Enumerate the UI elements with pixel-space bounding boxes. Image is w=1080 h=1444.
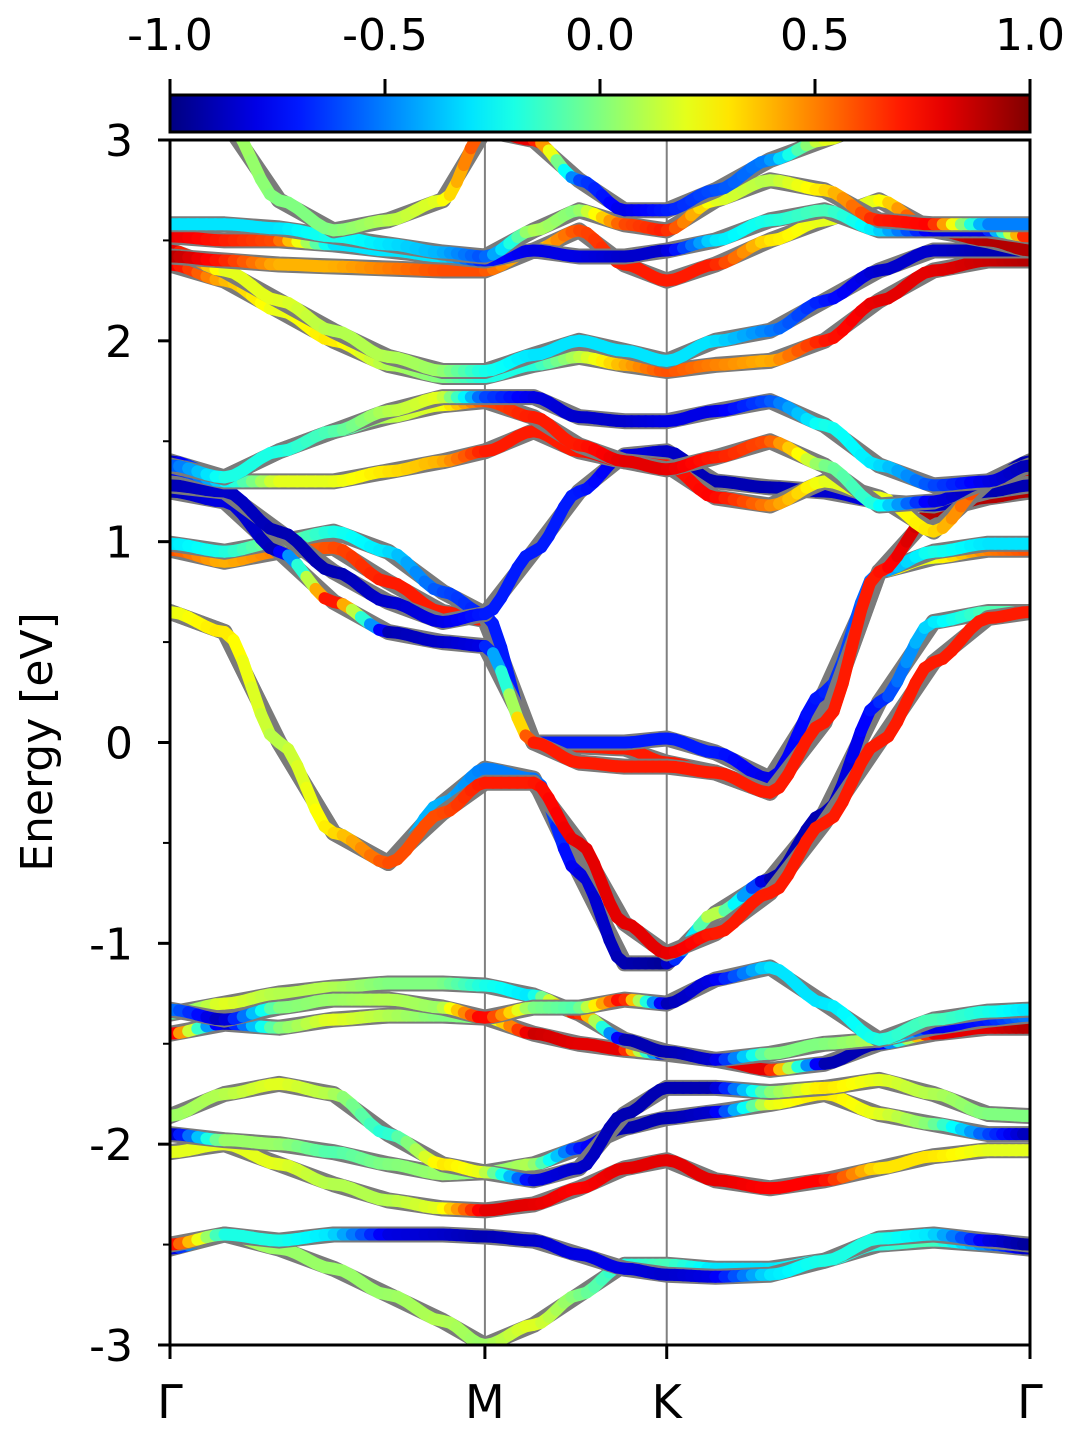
band-segment [961, 85, 970, 90]
y-tick-label: 2 [105, 317, 133, 368]
y-tick-label: 0 [105, 719, 133, 770]
colorbar-tick-label: 0.0 [565, 10, 635, 61]
band-segment [970, 81, 979, 85]
band-segment [179, 83, 188, 91]
band-segment [471, 135, 478, 148]
colorbar-tick-label: -1.0 [127, 10, 213, 61]
colorbar-gradient [170, 95, 1030, 132]
y-tick-label: 1 [105, 518, 133, 569]
kpoint-label: M [465, 1375, 505, 1429]
bands [170, 80, 1030, 1345]
band-segment [834, 135, 843, 139]
kpoint-label: K [652, 1375, 684, 1429]
y-tick-label: -3 [89, 1321, 133, 1372]
kpoint-label: Γ [157, 1375, 183, 1429]
y-tick-label: -1 [89, 919, 133, 970]
band-line [170, 1235, 1030, 1346]
colorbar: -1.0 -0.5 0.0 0.5 1.0 [127, 10, 1065, 132]
kpoint-label: Γ [1017, 1375, 1043, 1429]
band-segment [509, 135, 517, 137]
y-tick-label: 3 [105, 116, 133, 167]
colorbar-tick-label: 0.5 [780, 10, 850, 61]
y-axis-label: Energy [eV] [12, 612, 63, 872]
y-tick-label: -2 [89, 1120, 133, 1171]
band-segment [979, 80, 988, 81]
colorbar-tick-label: -0.5 [342, 10, 428, 61]
y-axis: -3 -2 -1 0 1 2 3 [89, 116, 170, 1372]
colorbar-tick-label: 1.0 [995, 10, 1065, 61]
